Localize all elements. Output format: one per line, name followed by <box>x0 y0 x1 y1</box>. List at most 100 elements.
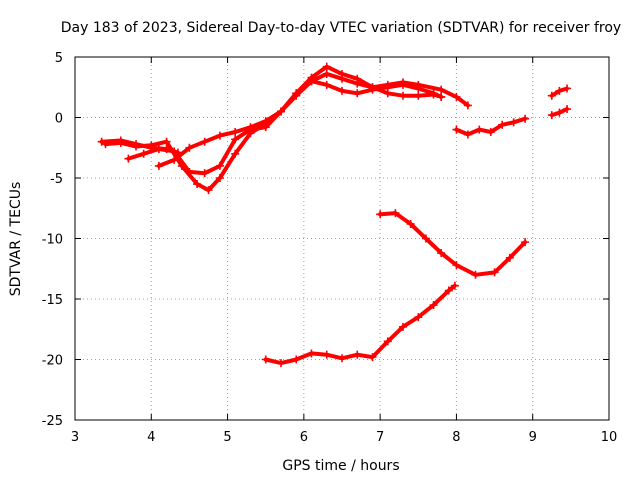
x-tick-label: 4 <box>147 430 155 445</box>
data-point <box>215 174 224 182</box>
x-axis-label: GPS time / hours <box>282 458 399 474</box>
y-axis-label: SDTVAR / TECUs <box>8 182 24 297</box>
data-point <box>406 219 415 228</box>
data-point <box>231 135 240 144</box>
data-point <box>132 142 141 151</box>
data-point <box>414 313 423 322</box>
data-point <box>399 322 408 331</box>
y-tick-label: -15 <box>42 293 63 308</box>
series-line <box>126 79 444 176</box>
y-tick-label: 0 <box>55 112 63 127</box>
data-point <box>563 84 572 93</box>
data-point <box>154 144 163 153</box>
data-point <box>116 138 125 147</box>
data-point <box>368 85 377 94</box>
data-series <box>97 62 572 368</box>
data-point <box>200 169 209 178</box>
data-point <box>471 270 480 279</box>
y-tick-label: -25 <box>42 414 63 429</box>
data-point <box>307 349 316 358</box>
data-point <box>547 91 556 100</box>
series-track-9 <box>547 105 572 120</box>
x-tick-label: 9 <box>529 430 537 445</box>
x-tick-label: 6 <box>300 430 308 445</box>
x-tick-label: 3 <box>71 430 79 445</box>
data-point <box>547 111 556 120</box>
series-line <box>263 283 457 366</box>
data-point <box>509 118 518 127</box>
data-point <box>353 74 362 83</box>
series-line <box>378 211 528 277</box>
data-point <box>261 355 270 364</box>
data-point <box>414 91 423 100</box>
data-point <box>444 286 453 295</box>
data-point <box>486 128 495 137</box>
x-tick-label: 8 <box>452 430 460 445</box>
series-track-6 <box>376 209 530 279</box>
data-point <box>376 210 385 219</box>
series-track-4 <box>124 77 446 178</box>
data-point <box>292 89 301 98</box>
data-point <box>231 149 240 158</box>
data-point <box>414 84 423 93</box>
data-point <box>452 261 461 270</box>
data-point <box>521 238 530 247</box>
data-point <box>276 359 285 368</box>
data-point <box>399 91 408 100</box>
data-point <box>463 101 472 110</box>
x-tick-label: 7 <box>376 430 384 445</box>
data-point <box>399 80 408 89</box>
data-point <box>200 137 209 146</box>
data-point <box>170 147 179 156</box>
data-point <box>204 186 213 195</box>
data-point <box>437 85 446 94</box>
y-tick-label: 5 <box>55 51 63 66</box>
data-point <box>463 130 472 139</box>
series-track-8 <box>547 84 572 100</box>
data-point <box>505 253 514 262</box>
data-point <box>307 77 316 86</box>
y-tick-label: -20 <box>42 354 63 369</box>
data-point <box>246 125 255 134</box>
y-tick-label: -5 <box>50 172 63 187</box>
chart-title: Day 183 of 2023, Sidereal Day-to-day VTE… <box>61 20 621 36</box>
data-point <box>124 154 133 163</box>
x-tick-label: 10 <box>601 430 618 445</box>
data-point <box>391 209 400 218</box>
data-point <box>147 141 156 150</box>
data-point <box>193 180 202 189</box>
data-point <box>429 301 438 310</box>
y-tick-label: -10 <box>42 233 63 248</box>
data-point <box>383 83 392 92</box>
data-point <box>437 92 446 101</box>
data-point <box>215 161 224 170</box>
data-point <box>139 149 148 158</box>
data-point <box>322 69 331 78</box>
data-point <box>101 140 110 149</box>
axis-ticks <box>74 56 610 421</box>
data-point <box>498 120 507 129</box>
data-point <box>338 69 346 78</box>
data-point <box>429 89 438 98</box>
data-point <box>292 355 301 364</box>
data-point <box>322 62 331 71</box>
x-tick-labels: 3 4 5 6 7 8 9 10 <box>71 430 617 445</box>
data-point <box>162 137 171 146</box>
data-point <box>261 123 270 132</box>
series-track-5 <box>452 114 530 139</box>
data-point <box>563 105 572 114</box>
data-point <box>185 167 194 176</box>
data-point <box>383 337 392 346</box>
data-point <box>338 86 346 95</box>
y-tick-labels: 5 0 -5 -10 -15 -20 -25 <box>42 51 63 429</box>
data-point <box>353 350 362 359</box>
data-point <box>322 350 331 359</box>
data-point <box>452 125 461 134</box>
data-point <box>322 80 331 89</box>
data-point <box>353 89 362 98</box>
data-point <box>276 107 285 116</box>
series-track-2 <box>154 69 472 170</box>
data-point <box>555 86 564 95</box>
x-tick-label: 5 <box>223 430 231 445</box>
grid <box>75 57 609 420</box>
